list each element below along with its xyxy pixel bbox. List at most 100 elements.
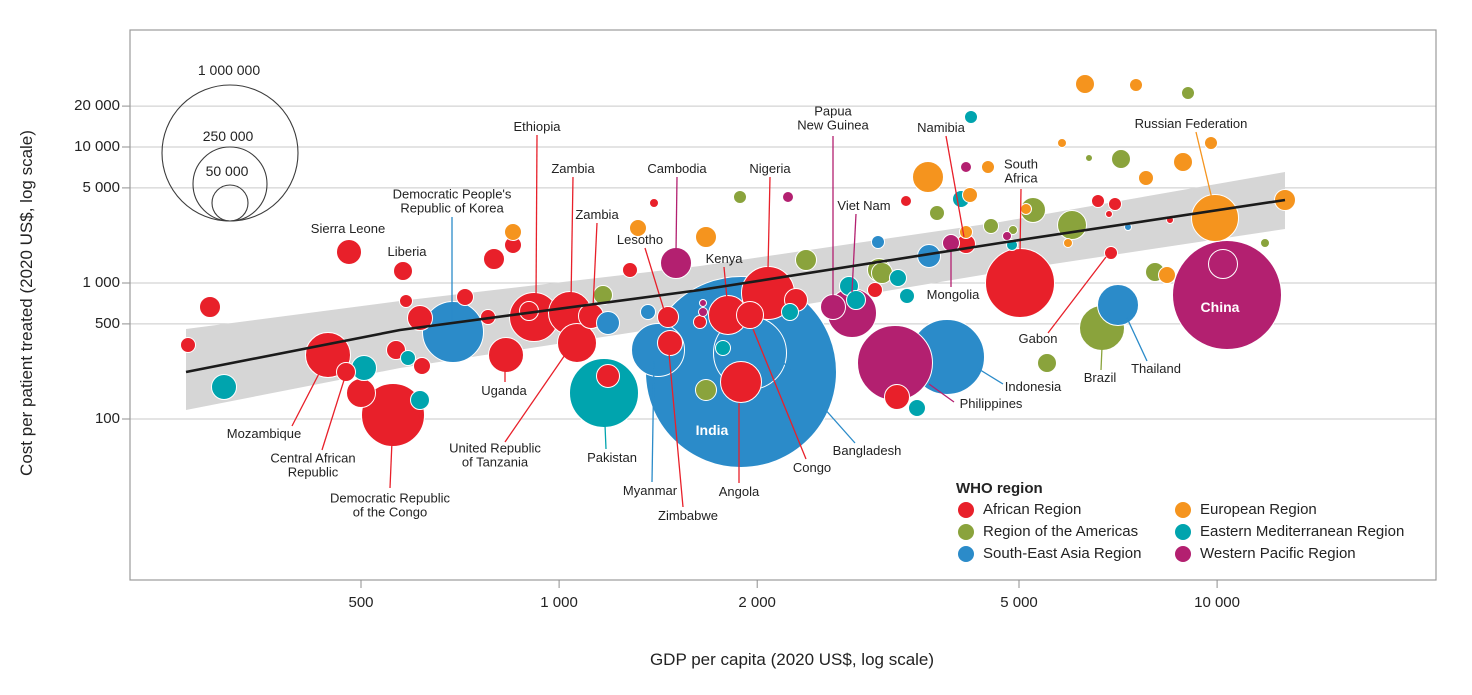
label-zimbabwe: Zimbabwe	[658, 507, 718, 523]
label-ethiopia: Ethiopia	[513, 118, 561, 134]
bubble	[1075, 74, 1096, 95]
bubble	[715, 339, 732, 356]
bubble	[1208, 248, 1239, 279]
bubble	[845, 289, 866, 310]
bubble	[346, 378, 376, 409]
bubble	[1111, 148, 1131, 169]
size-legend-label-1-000-000: 1 000 000	[197, 62, 261, 78]
bubble-uganda	[487, 337, 524, 374]
bubble	[1020, 203, 1033, 215]
legend-item-region-of-the-americas: Region of the Americas	[958, 523, 1138, 540]
bubble	[1165, 216, 1174, 224]
label-gabon: Gabon	[1018, 330, 1058, 346]
label-congo: Congo	[792, 459, 832, 475]
y-tick-label-10000: 10 000	[74, 138, 120, 155]
label-thailand: Thailand	[1131, 360, 1181, 376]
label-mongolia: Mongolia	[926, 286, 980, 302]
label-mozambique: Mozambique	[226, 425, 302, 441]
y-tick-label-500: 500	[94, 314, 120, 332]
label-brazil: Brazil	[1083, 369, 1117, 385]
bubble-mongolia	[941, 233, 960, 252]
bubble	[963, 110, 978, 125]
bubble	[211, 373, 238, 400]
bubble	[899, 194, 912, 207]
label-cambodia: Cambodia	[647, 160, 707, 176]
label-democratic-republic-of-the-congo: Democratic Republic of the Congo	[330, 490, 450, 520]
bubble	[413, 357, 432, 376]
bubble-angola	[719, 361, 762, 404]
label-angola: Angola	[718, 483, 760, 499]
bubble	[908, 399, 927, 418]
label-uganda: Uganda	[481, 382, 527, 398]
legend-item-eastern-mediterranean-region: Eastern Mediterranean Region	[1175, 523, 1404, 540]
bubble-cambodia	[659, 247, 692, 280]
bubble	[1129, 77, 1143, 92]
x-tick-label-10000: 10 000	[1194, 594, 1241, 611]
bubble-label-china: China	[1200, 299, 1240, 315]
y-tick-label-20000: 20 000	[74, 97, 120, 115]
legend-label: African Region	[983, 501, 1082, 518]
bubble	[1057, 209, 1088, 240]
label-lesotho: Lesotho	[616, 231, 664, 247]
legend-dot-afr-icon	[958, 501, 974, 518]
legend-label: European Region	[1200, 501, 1317, 518]
label-nigeria: Nigeria	[749, 160, 791, 176]
label-democratic-people-s-republic-of-korea: Democratic People's Republic of Korea	[392, 186, 512, 216]
y-tick-label-5000: 5 000	[82, 178, 120, 196]
legend-dot-emr-icon	[1175, 523, 1191, 540]
label-central-african-republic: Central African Republic	[270, 450, 356, 480]
bubble	[592, 285, 613, 306]
bubble	[482, 248, 505, 271]
legend-dot-amr-icon	[958, 523, 974, 540]
label-liberia: Liberia	[387, 243, 427, 259]
label-united-republic-of-tanzania: United Republic of Tanzania	[449, 440, 541, 470]
label-myanmar: Myanmar	[622, 482, 678, 498]
label-south-africa: South Africa	[1004, 156, 1038, 186]
legend-label: Eastern Mediterranean Region	[1200, 523, 1405, 540]
bubble	[1037, 353, 1057, 374]
label-zambia: Zambia	[575, 206, 619, 222]
bubble-sierra-leone	[336, 238, 363, 265]
label-namibia: Namibia	[917, 119, 965, 135]
bubble	[899, 288, 916, 305]
legend-title: WHO region	[956, 480, 1043, 497]
label-zambia: Zambia	[551, 160, 595, 176]
bubble	[180, 337, 197, 353]
bubble	[1158, 266, 1177, 284]
bubble	[980, 159, 995, 174]
label-papua-new-guinea: Papua New Guinea	[797, 103, 869, 133]
bubble	[480, 309, 497, 326]
bubble-russian-federation	[1191, 194, 1240, 243]
bubble	[889, 268, 908, 287]
bubble	[1274, 189, 1297, 212]
size-legend-label-50-000: 50 000	[205, 163, 249, 179]
bubble	[1090, 193, 1105, 208]
bubble	[692, 315, 707, 330]
y-tick-label-1000: 1 000	[82, 274, 120, 291]
bubble	[1138, 170, 1155, 186]
legend-label: Region of the Americas	[983, 523, 1139, 540]
x-tick-label-1000: 1 000	[540, 594, 578, 611]
label-pakistan: Pakistan	[587, 449, 637, 465]
bubble-south-africa	[984, 248, 1055, 318]
legend-item-european-region: European Region	[1175, 501, 1317, 518]
bubble	[621, 262, 638, 279]
bubble	[1172, 151, 1193, 172]
bubble	[929, 205, 946, 222]
bubble	[983, 217, 1000, 234]
label-sierra-leone: Sierra Leone	[310, 220, 386, 236]
bubble	[1085, 154, 1094, 162]
bubble	[1056, 138, 1067, 148]
legend-dot-wpr-icon	[1175, 545, 1191, 562]
bubble	[456, 287, 475, 306]
legend-label: South-East Asia Region	[983, 545, 1142, 562]
bubble	[794, 249, 817, 272]
legend-item-western-pacific-region: Western Pacific Region	[1175, 545, 1356, 562]
bubble	[503, 223, 522, 242]
label-viet-nam: Viet Nam	[837, 197, 891, 213]
bubble-papua-new-guinea	[819, 294, 846, 321]
bubble	[649, 198, 660, 209]
x-tick-label-500: 500	[348, 594, 374, 611]
bubble	[410, 389, 431, 410]
